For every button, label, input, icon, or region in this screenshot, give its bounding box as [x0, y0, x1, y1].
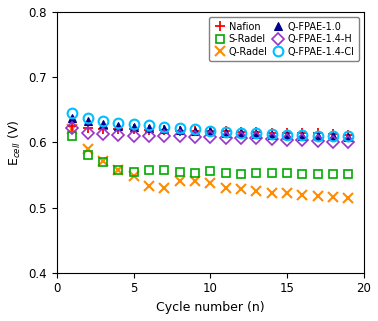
X-axis label: Cycle number (n): Cycle number (n) [156, 301, 265, 314]
Y-axis label: E$_{cell}$ (V): E$_{cell}$ (V) [7, 119, 23, 166]
Legend: Nafion, S-Radel, Q-Radel, Q-FPAE-1.0, Q-FPAE-1.4-H, Q-FPAE-1.4-Cl: Nafion, S-Radel, Q-Radel, Q-FPAE-1.0, Q-… [209, 17, 359, 61]
